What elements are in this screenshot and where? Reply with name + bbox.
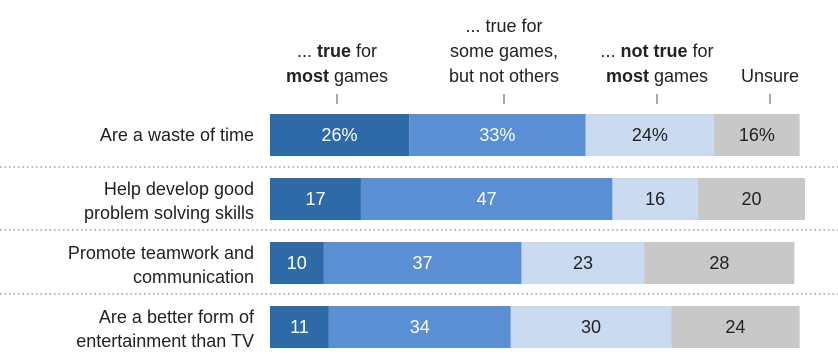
bar-segment-not_true_most	[612, 178, 698, 220]
category-label-line: communication	[133, 267, 254, 287]
bar-value-label: 16%	[739, 125, 775, 145]
chart-rows: Are a waste of time 26% 33% 24% 16% Help deve…	[0, 114, 838, 351]
legend-header-text: true	[317, 41, 351, 61]
bar-value-label: 33%	[479, 125, 515, 145]
legend-header-text: most	[286, 66, 329, 86]
bar-value-label: 47	[477, 189, 497, 209]
chart-row: Are a better form of entertainment than T…	[76, 306, 800, 351]
category-label-line: problem solving skills	[84, 203, 254, 223]
legend-header-true_most: ... true for most games	[286, 41, 388, 86]
bar-value-label: 37	[412, 253, 432, 273]
bar-value-label: 34	[410, 317, 430, 337]
bar-segment-not_true_most	[585, 114, 715, 156]
bar-segment-true_some	[360, 178, 613, 220]
legend-header-text: ...	[600, 41, 620, 61]
bar-segment-not_true_most	[521, 242, 645, 284]
legend-header-text: for	[351, 41, 377, 61]
legend-header-not_true_most: ... not true for most games	[600, 41, 713, 86]
legend-header-text: not true	[621, 41, 688, 61]
bar-value-label: 24	[725, 317, 745, 337]
bar-value-label: 11	[290, 317, 309, 337]
bar-value-label: 16	[645, 189, 665, 209]
legend-header-text: games	[329, 66, 388, 86]
bar-segment-true_some	[328, 306, 511, 348]
bar-segment-true_most	[270, 306, 329, 348]
category-label-line: entertainment than TV	[76, 331, 254, 351]
legend-header-text: ... true for	[465, 16, 542, 36]
bar-value-label: 23	[573, 253, 593, 273]
legend-header-text: some games,	[450, 41, 558, 61]
legend-header-text: games	[649, 66, 708, 86]
bar-segment-true_most	[270, 242, 324, 284]
bar-segment-not_true_most	[510, 306, 672, 348]
chart-row: Are a waste of time 26% 33% 24% 16%	[100, 114, 800, 156]
legend-header-text: but not others	[449, 66, 559, 86]
category-label-line: Help develop good	[104, 179, 254, 199]
bar-value-label: 26%	[322, 125, 358, 145]
legend-headers: ... true for most games... true for some g…	[286, 16, 799, 104]
legend-header-true_some: ... true for some games, but not others	[449, 16, 559, 86]
bar-value-label: 17	[305, 189, 325, 209]
bar-segment-unsure	[671, 306, 800, 348]
bar-segment-true_some	[323, 242, 522, 284]
category-label-line: Are a better form of	[99, 307, 255, 327]
legend-header-text: most	[606, 66, 649, 86]
bar-segment-true_some	[409, 114, 586, 156]
bar-segment-true_most	[270, 178, 361, 220]
legend-header-text: ...	[297, 41, 317, 61]
category-label-line: Promote teamwork and	[68, 243, 254, 263]
category-label-line: Are a waste of time	[100, 125, 254, 145]
bar-segment-unsure	[698, 178, 805, 220]
chart-row: Help develop good problem solving skills 1…	[84, 178, 805, 223]
legend-header-unsure: Unsure	[741, 66, 799, 86]
bar-segment-unsure	[714, 114, 800, 156]
bar-value-label: 20	[741, 189, 761, 209]
legend-header-text: for	[688, 41, 714, 61]
bar-value-label: 30	[581, 317, 601, 337]
category-label: Are a waste of time	[100, 125, 254, 145]
bar-value-label: 10	[287, 253, 307, 273]
bar-value-label: 28	[709, 253, 729, 273]
chart-row: Promote teamwork and communication 10 37 23 2…	[68, 242, 795, 287]
category-label: Help develop good problem solving skills	[84, 179, 254, 223]
category-label: Promote teamwork and communication	[68, 243, 254, 287]
bar-value-label: 24%	[632, 125, 668, 145]
legend-header-text: Unsure	[741, 66, 799, 86]
category-label: Are a better form of entertainment than T…	[76, 307, 255, 351]
bar-segment-unsure	[644, 242, 795, 284]
bar-segment-true_most	[270, 114, 410, 156]
